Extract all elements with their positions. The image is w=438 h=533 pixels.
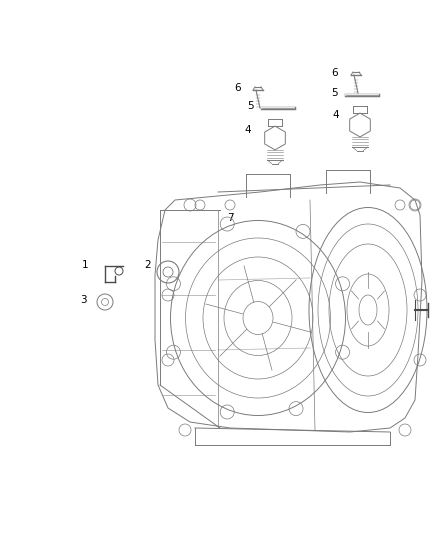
Text: 2: 2: [145, 260, 151, 270]
Text: 4: 4: [245, 125, 251, 135]
Text: 6: 6: [332, 68, 338, 78]
Text: 1: 1: [82, 260, 88, 270]
Text: 3: 3: [80, 295, 86, 305]
Text: 6: 6: [235, 83, 241, 93]
Text: 4: 4: [333, 110, 339, 120]
Text: 5: 5: [247, 101, 253, 111]
Text: 7: 7: [227, 213, 233, 223]
Text: 5: 5: [332, 88, 338, 98]
